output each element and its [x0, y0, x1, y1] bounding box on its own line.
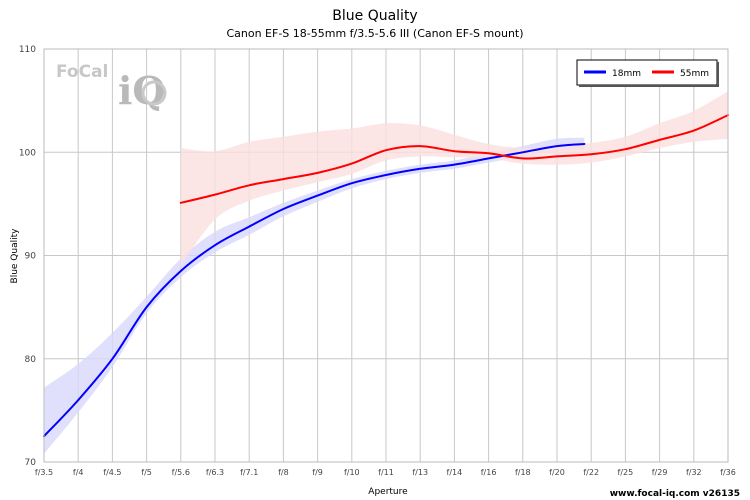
legend-shadow [579, 85, 719, 87]
series-line-55mm [179, 114, 729, 204]
y-tick-label: 110 [19, 45, 36, 55]
x-tick-label: f/4.5 [103, 468, 121, 477]
y-tick-label: 80 [25, 355, 37, 365]
band-18mm [44, 137, 585, 454]
x-tick-label: f/7.1 [240, 468, 258, 477]
x-tick-label: f/9 [312, 468, 323, 477]
x-tick-label: f/4 [73, 468, 84, 477]
x-tick-label: f/13 [412, 468, 428, 477]
y-tick-label: 100 [19, 148, 36, 158]
x-tick-label: f/6.3 [206, 468, 224, 477]
credit-text: www.focal-iq.com v26135 [610, 489, 740, 499]
x-tick-label: f/5.6 [172, 468, 190, 477]
x-axis-ticks: f/3.5 f/4 f/4.5 f/5 f/5.6 f/6.3 f/7.1 f/8 f/9 f/1… [35, 468, 736, 477]
x-tick-label: f/25 [618, 468, 634, 477]
x-tick-label: f/18 [515, 468, 531, 477]
legend-shadow-side [717, 62, 719, 87]
x-tick-label: f/29 [652, 468, 668, 477]
y-tick-label: 90 [25, 252, 37, 262]
confidence-bands [44, 91, 729, 454]
x-tick-label: f/11 [378, 468, 394, 477]
focal-iq-logo: FoCal iQ [56, 62, 167, 113]
x-axis-label: Aperture [368, 487, 408, 497]
x-tick-label: f/5 [141, 468, 152, 477]
legend-label-55mm: 55mm [680, 69, 709, 79]
x-tick-label: f/16 [481, 468, 497, 477]
x-tick-label: f/36 [720, 468, 736, 477]
x-tick-label: f/22 [583, 468, 599, 477]
x-tick-label: f/10 [344, 468, 360, 477]
y-axis-ticks: 70 80 90 100 110 [19, 45, 36, 468]
series-line-18mm [43, 143, 586, 438]
plot-area-border [43, 48, 729, 463]
band-55mm [180, 91, 729, 266]
legend: 18mm 55mm [576, 59, 719, 87]
x-tick-label: f/3.5 [35, 468, 53, 477]
logo-lens-icon [141, 80, 167, 106]
x-tick-label: f/32 [686, 468, 702, 477]
x-tick-label: f/8 [278, 468, 289, 477]
chart-title: Blue Quality [332, 8, 417, 24]
chart-subtitle: Canon EF-S 18-55mm f/3.5-5.6 III (Canon … [226, 27, 523, 40]
x-tick-label: f/14 [447, 468, 463, 477]
logo-focal-text: FoCal [56, 62, 108, 82]
x-tick-label: f/20 [549, 468, 565, 477]
series-lines [43, 114, 729, 438]
legend-label-18mm: 18mm [612, 69, 641, 79]
y-axis-label: Blue Quality [10, 228, 20, 284]
y-tick-label: 70 [25, 458, 37, 468]
